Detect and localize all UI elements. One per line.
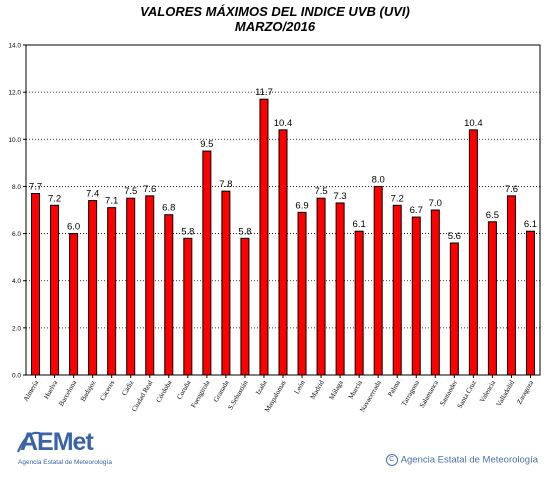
x-tick-label: Huelva (42, 378, 59, 400)
value-label: 6.7 (410, 205, 423, 216)
y-tick-label: 6.0 (12, 231, 21, 238)
bar (278, 129, 288, 376)
bar (297, 211, 307, 376)
y-tick-label: 4.0 (12, 278, 21, 285)
x-tick-label: Fuengirola (189, 378, 212, 409)
value-label: 7.3 (334, 191, 347, 202)
value-label: 7.5 (314, 186, 327, 197)
logo-word: AEMet (20, 428, 94, 456)
y-tick-label: 10.0 (8, 137, 21, 144)
chart-title: VALORES MÁXIMOS DEL INDICE UVB (UVI) (140, 4, 410, 19)
x-tick-label: Barcelona (57, 378, 79, 407)
x-tick-label: Almería (22, 378, 41, 403)
bar (468, 129, 478, 376)
x-tick-label: Palma (386, 378, 402, 398)
value-label: 7.0 (429, 198, 442, 209)
x-tick-label: Santander (438, 378, 459, 407)
y-tick-label: 2.0 (12, 325, 21, 332)
chart-subtitle: MARZO/2016 (234, 19, 316, 34)
bar (107, 207, 117, 376)
value-label: 7.2 (48, 193, 61, 204)
y-tick-label: 14.0 (8, 43, 21, 50)
bar (88, 200, 98, 376)
x-tick-label: León (293, 379, 307, 396)
bar (240, 237, 250, 376)
x-tick-label: Santa Cruz (456, 379, 478, 410)
bar (411, 216, 421, 376)
bar (335, 202, 345, 376)
value-label: 7.2 (391, 193, 404, 204)
bar (525, 230, 535, 376)
bar (373, 185, 383, 376)
bar (316, 197, 326, 376)
y-axis: 0.0 2.0 4.0 6.0 8.0 10.0 12.0 14.0 (8, 43, 26, 380)
value-label: 6.1 (524, 219, 537, 230)
logo-swoosh-icon (16, 431, 43, 453)
aemet-logo: AEMet Agencia Estatal de Meteorología (14, 426, 124, 472)
value-label: 6.5 (486, 210, 499, 221)
bar (164, 214, 174, 376)
x-tick-label: Cádiz (120, 379, 135, 397)
x-tick-label: Salamanca (418, 378, 441, 409)
x-tick-label: Izaña (254, 378, 269, 396)
value-label: 9.5 (200, 139, 213, 150)
x-tick-label: Madrid (309, 379, 326, 401)
value-label: 7.6 (143, 184, 156, 195)
value-label: 5.8 (181, 226, 194, 237)
x-tick-label: Granada (212, 378, 231, 403)
value-label: 6.0 (67, 222, 80, 233)
value-label: 7.6 (505, 184, 518, 195)
value-label: 10.4 (464, 118, 483, 129)
x-tick-label: Málaga (327, 378, 345, 401)
x-tick-label: Valladolid (495, 379, 517, 408)
x-tick-label: Badajoz (79, 379, 97, 403)
x-tick-label: Valencia (478, 378, 497, 404)
bar (69, 233, 79, 376)
bar (506, 195, 516, 376)
value-label: 6.1 (353, 219, 366, 230)
x-tick-label: Zaragoza (515, 378, 535, 405)
x-tick-label: Córdoba (155, 378, 174, 404)
bar (221, 190, 231, 376)
value-label: 5.6 (448, 231, 461, 242)
x-tick-label: Coruña (175, 378, 193, 401)
bar (354, 230, 364, 376)
x-tick-label: Murcia (347, 378, 364, 400)
bar (126, 197, 136, 376)
bar (183, 237, 193, 376)
logo-subtext: Agencia Estatal de Meteorología (18, 459, 112, 466)
data-labels: 7.7 7.2 6.0 7.4 7.1 7.5 7.6 6.8 5.8 9.5 7.8 5.8 11.7… (29, 87, 537, 242)
copyright-notice: C Agencia Estatal de Meteorología (385, 454, 538, 466)
bar (487, 221, 497, 376)
y-tick-label: 12.0 (8, 90, 21, 97)
copyright-icon: C (385, 454, 398, 466)
bar (202, 150, 212, 376)
value-label: 10.4 (274, 118, 293, 129)
bar (145, 195, 155, 376)
value-label: 5.8 (238, 226, 251, 237)
y-tick-label: 0.0 (12, 373, 21, 380)
value-label: 7.5 (124, 186, 137, 197)
value-label: 8.0 (372, 174, 385, 185)
value-label: 11.7 (255, 87, 273, 98)
copyright-text: Agencia Estatal de Meteorología (400, 454, 538, 466)
value-label: 7.4 (86, 189, 99, 200)
bar (50, 204, 60, 376)
value-label: 6.9 (295, 200, 308, 211)
bar (259, 98, 269, 376)
value-label: 7.7 (29, 182, 42, 193)
x-tick-label: Cáceres (98, 379, 116, 402)
value-label: 7.8 (219, 179, 232, 190)
bar (449, 242, 459, 376)
y-tick-label: 8.0 (12, 184, 21, 191)
bar (392, 204, 402, 376)
bar (430, 209, 440, 376)
value-label: 7.1 (105, 196, 118, 207)
value-label: 6.8 (162, 203, 175, 214)
bar (31, 193, 41, 376)
